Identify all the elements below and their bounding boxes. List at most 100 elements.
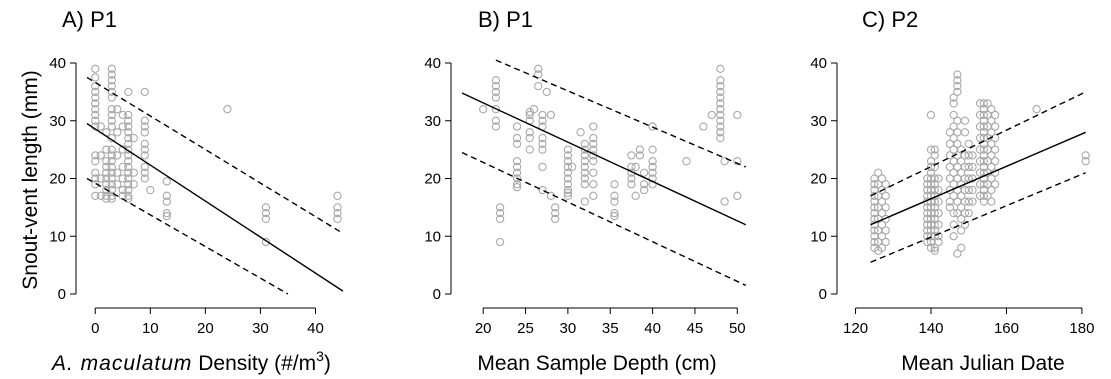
panel-c-x-tick-label: 120 bbox=[843, 320, 868, 337]
panel-b-data-point bbox=[589, 191, 598, 200]
panel-b-data-point bbox=[563, 157, 573, 166]
panel-a-data-point bbox=[107, 168, 116, 177]
panel-a-upper-interval-line bbox=[86, 76, 344, 234]
panel-c-data-point bbox=[1081, 157, 1090, 166]
panel-a-data-point bbox=[124, 157, 133, 166]
panel-a-data-point bbox=[102, 185, 111, 195]
panel-c-data-point bbox=[870, 180, 879, 189]
panel-b-data-point bbox=[716, 122, 725, 131]
panel-b-data-point bbox=[639, 168, 649, 177]
panel-c-data-point bbox=[1081, 151, 1090, 160]
panel-b-data-point bbox=[627, 162, 636, 172]
panel-c-data-point bbox=[930, 203, 939, 212]
panel-b-x-tick-label: 30 bbox=[560, 320, 577, 337]
panel-a-data-point bbox=[223, 105, 232, 114]
panel-b-data-point bbox=[648, 168, 657, 177]
panel-c-data-point bbox=[926, 180, 936, 189]
panel-b-data-point bbox=[648, 157, 657, 166]
panel-a-data-point bbox=[102, 168, 111, 177]
panel-c-y-tick-label: 30 bbox=[810, 113, 827, 130]
panel-c-y-tick-label: 20 bbox=[810, 171, 827, 188]
panel-a-data-point bbox=[91, 157, 100, 166]
panel-b-data-point bbox=[707, 110, 717, 120]
panel-a-data-point bbox=[107, 64, 116, 73]
panel-b-data-point bbox=[542, 87, 551, 97]
panel-a-data-point bbox=[107, 116, 116, 125]
panel-a-data-point bbox=[124, 139, 133, 148]
panel-b-data-point bbox=[631, 191, 640, 200]
panel-a-x-axis-label-sup: 3 bbox=[316, 348, 324, 364]
panel-b-data-point bbox=[491, 93, 501, 102]
panel-c-data-point bbox=[930, 162, 939, 172]
panel-b-data-point bbox=[580, 174, 589, 183]
panel-c-upper-interval-line bbox=[870, 91, 1086, 197]
panel-c-data-point bbox=[979, 99, 988, 108]
panel-c-data-point bbox=[987, 174, 996, 183]
panel-c-data-point bbox=[930, 174, 939, 183]
panel-c-data-point bbox=[979, 122, 988, 131]
panel-c-data-point bbox=[926, 214, 936, 224]
panel-b-data-point bbox=[495, 203, 505, 212]
panel-b-data-point bbox=[479, 105, 488, 114]
panel-c-data-point bbox=[957, 168, 966, 177]
panel-b-data-point bbox=[610, 191, 619, 200]
panel-a-data-point bbox=[333, 214, 342, 224]
panel-a-data-point bbox=[91, 73, 100, 82]
panel-a-data-point bbox=[91, 151, 100, 160]
panel-a-data-point bbox=[162, 197, 171, 206]
panel-b-data-point bbox=[512, 157, 522, 166]
panel-c-data-point bbox=[990, 110, 1000, 120]
panel-c-data-point bbox=[957, 226, 966, 235]
panel-b-data-point bbox=[589, 122, 598, 131]
panel-c-data-point bbox=[983, 191, 992, 200]
panel-a-data-point bbox=[140, 151, 149, 160]
panel-b-data-point bbox=[716, 133, 725, 143]
panel-c-data-point bbox=[934, 208, 943, 218]
panel-a-data-point bbox=[140, 87, 149, 97]
panel-b-data-point bbox=[589, 133, 598, 143]
panel-b-data-point bbox=[538, 185, 547, 195]
panel-b-data-point bbox=[534, 81, 543, 91]
panel-c-data-point bbox=[930, 145, 939, 154]
panel-b-regression-line bbox=[461, 92, 747, 226]
panel-c-data-point bbox=[877, 220, 887, 229]
panel-b-data-point bbox=[495, 214, 505, 224]
panel-c-data-point bbox=[926, 203, 936, 212]
panel-a-data-point bbox=[91, 116, 100, 125]
panel-a-data-point bbox=[96, 174, 105, 183]
panel-c-data-point bbox=[930, 208, 939, 218]
panel-a-data-point bbox=[261, 208, 271, 218]
panel-c-data-point bbox=[930, 151, 939, 160]
panel-a-data-point bbox=[91, 99, 100, 108]
panel-c-data-point bbox=[926, 168, 936, 177]
panel-c-y-tick-label: 10 bbox=[810, 228, 827, 245]
panel-c-data-point bbox=[953, 81, 962, 91]
panel-b-data-point bbox=[631, 162, 640, 172]
panel-a-data-point bbox=[162, 208, 171, 218]
panel-c-data-point bbox=[949, 110, 958, 120]
panel-a-data-point bbox=[91, 168, 100, 177]
panel-a-data-point bbox=[96, 122, 105, 131]
panel-c-data-point bbox=[953, 87, 962, 97]
panel-c-x-tick-label: 180 bbox=[1069, 320, 1094, 337]
panel-b-data-point bbox=[563, 162, 573, 172]
panel-a-data-point bbox=[107, 180, 116, 189]
panel-c-data-point bbox=[979, 110, 988, 120]
panel-c-x-tick-label: 160 bbox=[994, 320, 1019, 337]
panel-c-data-point bbox=[964, 162, 973, 172]
panel-a-x-tick-label: 30 bbox=[252, 320, 269, 337]
panel-a-data-point bbox=[140, 162, 149, 172]
panel-b-plot: 0 10 20 30 40 20 25 30 35 40 45 50 bbox=[424, 55, 747, 337]
panel-c-data-point bbox=[930, 232, 939, 241]
panel-b-data-point bbox=[580, 145, 589, 154]
panel-b-data-point bbox=[733, 191, 742, 200]
panel-b-data-point bbox=[635, 151, 645, 160]
panel-b-data-point bbox=[580, 197, 589, 206]
panel-a-data-point bbox=[124, 168, 133, 177]
y-axis-label: Snout-vent length (mm) bbox=[19, 70, 42, 289]
panel-c-data-point bbox=[881, 226, 890, 235]
panel-a-title: A) P1 bbox=[62, 7, 117, 32]
panel-b-data-point bbox=[546, 110, 556, 120]
panel-b-data-point bbox=[538, 110, 547, 120]
